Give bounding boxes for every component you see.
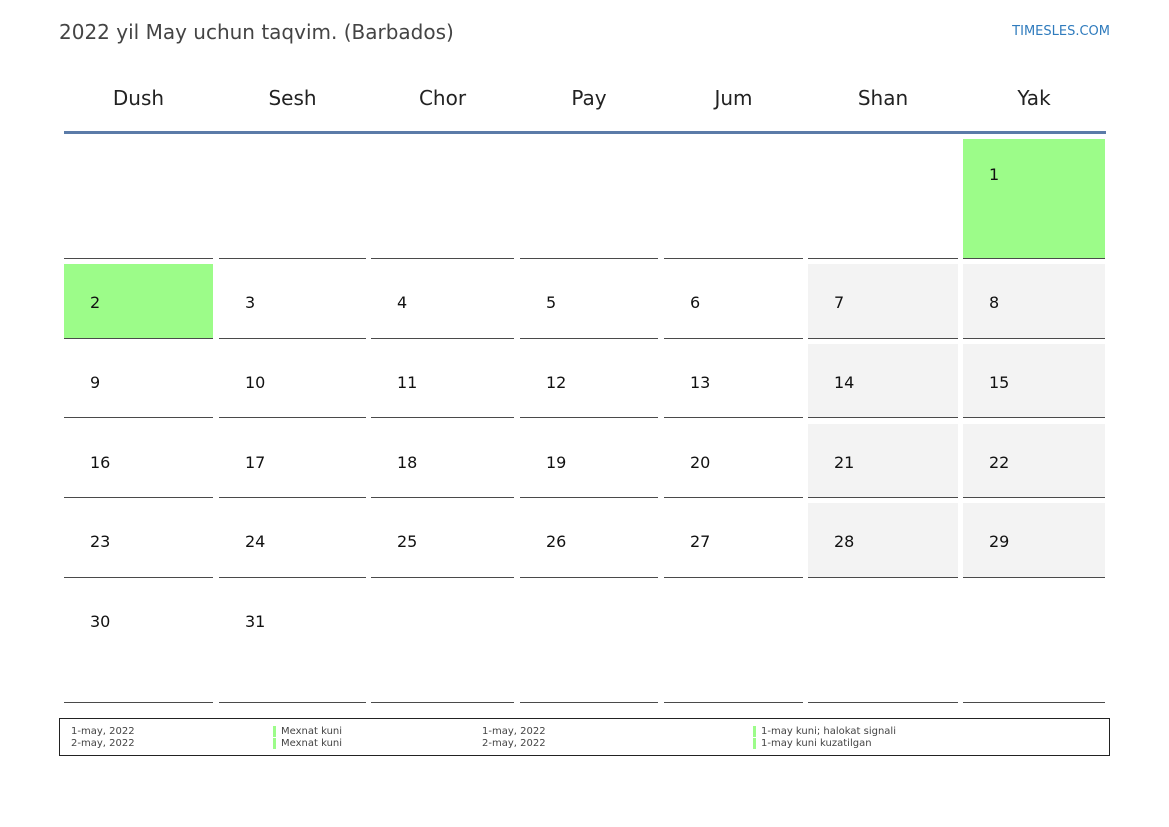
day-cell[interactable]: 16 — [64, 424, 213, 498]
empty-day-cell — [371, 139, 514, 259]
day-cell[interactable]: 12 — [520, 344, 658, 418]
day-number: 19 — [546, 453, 567, 472]
weekday-header: Dush — [112, 86, 165, 110]
legend-holiday-name: 1-may kuni kuzatilgan — [761, 738, 872, 749]
day-number: 2 — [90, 293, 101, 312]
day-number: 15 — [989, 373, 1010, 392]
day-number: 11 — [397, 373, 418, 392]
day-cell[interactable]: 21 — [808, 424, 958, 498]
day-number: 3 — [245, 293, 256, 312]
weekday-header: Sesh — [268, 86, 317, 110]
empty-day-cell — [520, 583, 658, 703]
legend-holiday-name: 1-may kuni; halokat signali — [761, 726, 896, 737]
day-cell[interactable]: 2 — [64, 264, 213, 339]
empty-day-cell — [664, 139, 803, 259]
weekday-header: Shan — [857, 86, 909, 110]
day-number: 21 — [834, 453, 855, 472]
day-number: 23 — [90, 532, 111, 551]
holiday-color-marker — [753, 726, 756, 737]
day-number: 10 — [245, 373, 266, 392]
day-cell[interactable]: 8 — [963, 264, 1105, 339]
day-cell[interactable]: 18 — [371, 424, 514, 498]
day-cell[interactable]: 10 — [219, 344, 366, 418]
day-cell[interactable]: 26 — [520, 503, 658, 578]
day-cell[interactable]: 31 — [219, 583, 366, 703]
day-number: 22 — [989, 453, 1010, 472]
legend-holiday-name: Mexnat kuni — [281, 738, 343, 749]
holiday-color-marker — [273, 726, 276, 737]
day-number: 28 — [834, 532, 855, 551]
legend-date: 2-may, 2022 — [71, 738, 135, 749]
day-cell[interactable]: 3 — [219, 264, 366, 339]
holiday-color-marker — [273, 738, 276, 749]
day-number: 20 — [690, 453, 711, 472]
day-cell[interactable]: 14 — [808, 344, 958, 418]
legend-date: 1-may, 2022 — [71, 726, 135, 737]
day-cell[interactable]: 11 — [371, 344, 514, 418]
weekday-header: Jum — [714, 86, 753, 110]
day-cell[interactable]: 13 — [664, 344, 803, 418]
day-cell[interactable]: 23 — [64, 503, 213, 578]
empty-day-cell — [520, 139, 658, 259]
day-cell[interactable]: 30 — [64, 583, 213, 703]
empty-day-cell — [64, 139, 213, 259]
holiday-legend: 1-may, 2022 2-may, 2022 Mexnat kuni Mexn… — [59, 718, 1110, 756]
day-cell[interactable]: 28 — [808, 503, 958, 578]
day-cell[interactable]: 17 — [219, 424, 366, 498]
day-number: 29 — [989, 532, 1010, 551]
empty-day-cell — [808, 583, 958, 703]
header-divider — [64, 131, 1106, 134]
day-number: 31 — [245, 612, 266, 631]
day-number: 6 — [690, 293, 701, 312]
legend-holiday-name: Mexnat kuni — [281, 726, 343, 737]
weekday-header: Pay — [571, 86, 607, 110]
empty-day-cell — [808, 139, 958, 259]
day-cell[interactable]: 7 — [808, 264, 958, 339]
day-number: 13 — [690, 373, 711, 392]
day-cell[interactable]: 4 — [371, 264, 514, 339]
empty-day-cell — [219, 139, 366, 259]
page-title: 2022 yil May uchun taqvim. (Barbados) — [59, 20, 454, 44]
holiday-color-marker — [753, 738, 756, 749]
day-cell[interactable]: 29 — [963, 503, 1105, 578]
weekday-header: Chor — [418, 86, 467, 110]
day-cell[interactable]: 19 — [520, 424, 658, 498]
day-number: 4 — [397, 293, 408, 312]
day-cell[interactable]: 9 — [64, 344, 213, 418]
day-cell[interactable]: 5 — [520, 264, 658, 339]
empty-day-cell — [371, 583, 514, 703]
day-cell[interactable]: 15 — [963, 344, 1105, 418]
day-number: 7 — [834, 293, 845, 312]
day-number: 18 — [397, 453, 418, 472]
day-number: 25 — [397, 532, 418, 551]
day-cell[interactable]: 24 — [219, 503, 366, 578]
empty-day-cell — [963, 583, 1105, 703]
day-number: 17 — [245, 453, 266, 472]
legend-date: 2-may, 2022 — [482, 738, 546, 749]
day-number: 5 — [546, 293, 557, 312]
weekday-header: Yak — [1017, 86, 1051, 110]
day-cell[interactable]: 20 — [664, 424, 803, 498]
legend-date: 1-may, 2022 — [482, 726, 546, 737]
day-number: 16 — [90, 453, 111, 472]
day-cell[interactable]: 22 — [963, 424, 1105, 498]
empty-day-cell — [664, 583, 803, 703]
day-cell[interactable]: 25 — [371, 503, 514, 578]
day-number: 12 — [546, 373, 567, 392]
site-link[interactable]: TIMESLES.COM — [1012, 24, 1110, 39]
day-cell[interactable]: 27 — [664, 503, 803, 578]
day-number: 27 — [690, 532, 711, 551]
day-number: 24 — [245, 532, 266, 551]
day-number: 30 — [90, 612, 111, 631]
day-number: 26 — [546, 532, 567, 551]
day-number: 1 — [989, 165, 1000, 184]
day-cell[interactable]: 1 — [963, 139, 1105, 259]
day-number: 9 — [90, 373, 101, 392]
day-number: 8 — [989, 293, 1000, 312]
day-cell[interactable]: 6 — [664, 264, 803, 339]
day-number: 14 — [834, 373, 855, 392]
